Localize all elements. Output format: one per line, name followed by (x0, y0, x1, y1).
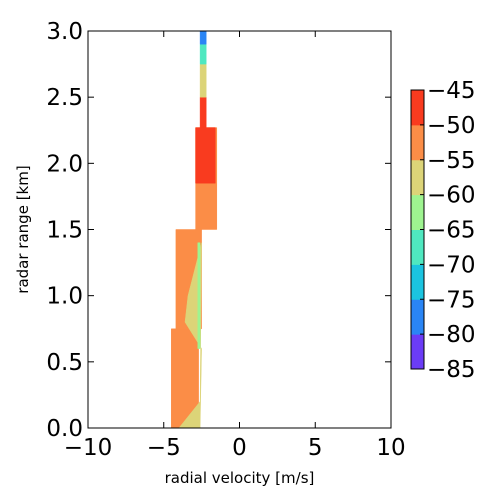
colorbar-tick-label: −85 (427, 357, 476, 383)
y-tick-label: 2.0 (46, 151, 83, 177)
colorbar-tick-label: −50 (427, 113, 476, 139)
y-axis-ticks: 0.0 0.5 1.0 1.5 2.0 2.5 3.0 (46, 19, 391, 442)
x-axis-ticks: −10 −5 0 5 10 (64, 31, 406, 461)
x-tick-label: 10 (376, 435, 405, 461)
colorbar-tick-label: −70 (427, 252, 476, 278)
contour-region-6 (199, 96, 207, 128)
x-tick-label: 0 (232, 435, 247, 461)
y-tick-label: 1.0 (46, 284, 83, 310)
colorbar-band (411, 159, 424, 196)
x-tick-label: −5 (147, 435, 181, 461)
colorbar-tick-label: −80 (427, 322, 476, 348)
y-tick-label: 3.0 (46, 19, 83, 45)
y-tick-label: 0.0 (46, 416, 83, 442)
contour-region-7 (199, 63, 207, 98)
x-tick-label: −10 (64, 435, 113, 461)
colorbar-band (411, 229, 424, 265)
contour-region-9 (199, 30, 207, 45)
contour-region-3 (197, 242, 201, 349)
y-axis-label: radar range [km] (14, 165, 32, 293)
colorbar: −85 −80 −75 −70 −65 −60 −55 −50 −45 (410, 78, 476, 383)
contour-region-5 (195, 127, 216, 184)
y-tick-label: 2.5 (46, 85, 83, 111)
x-axis-label: radial velocity [m/s] (165, 469, 315, 487)
colorbar-band (411, 90, 424, 126)
colorbar-band (411, 124, 424, 161)
contour-regions (171, 30, 218, 429)
plot-frame (87, 30, 392, 429)
y-tick-label: 1.5 (46, 218, 83, 244)
colorbar-tick-label: −65 (427, 218, 476, 244)
colorbar-band (411, 194, 424, 230)
colorbar-band (411, 264, 424, 300)
colorbar-tick-label: −45 (427, 78, 476, 104)
colorbar-tick-label: −75 (427, 287, 476, 313)
y-tick-label: 0.5 (46, 350, 83, 376)
colorbar-tick-label: −55 (427, 148, 476, 174)
colorbar-band (411, 299, 424, 335)
x-tick-label: 5 (308, 435, 323, 461)
contour-region-8 (199, 43, 207, 65)
colorbar-tick-label: −60 (427, 183, 476, 209)
contour-region-2 (178, 242, 202, 429)
colorbar-band (411, 334, 424, 370)
